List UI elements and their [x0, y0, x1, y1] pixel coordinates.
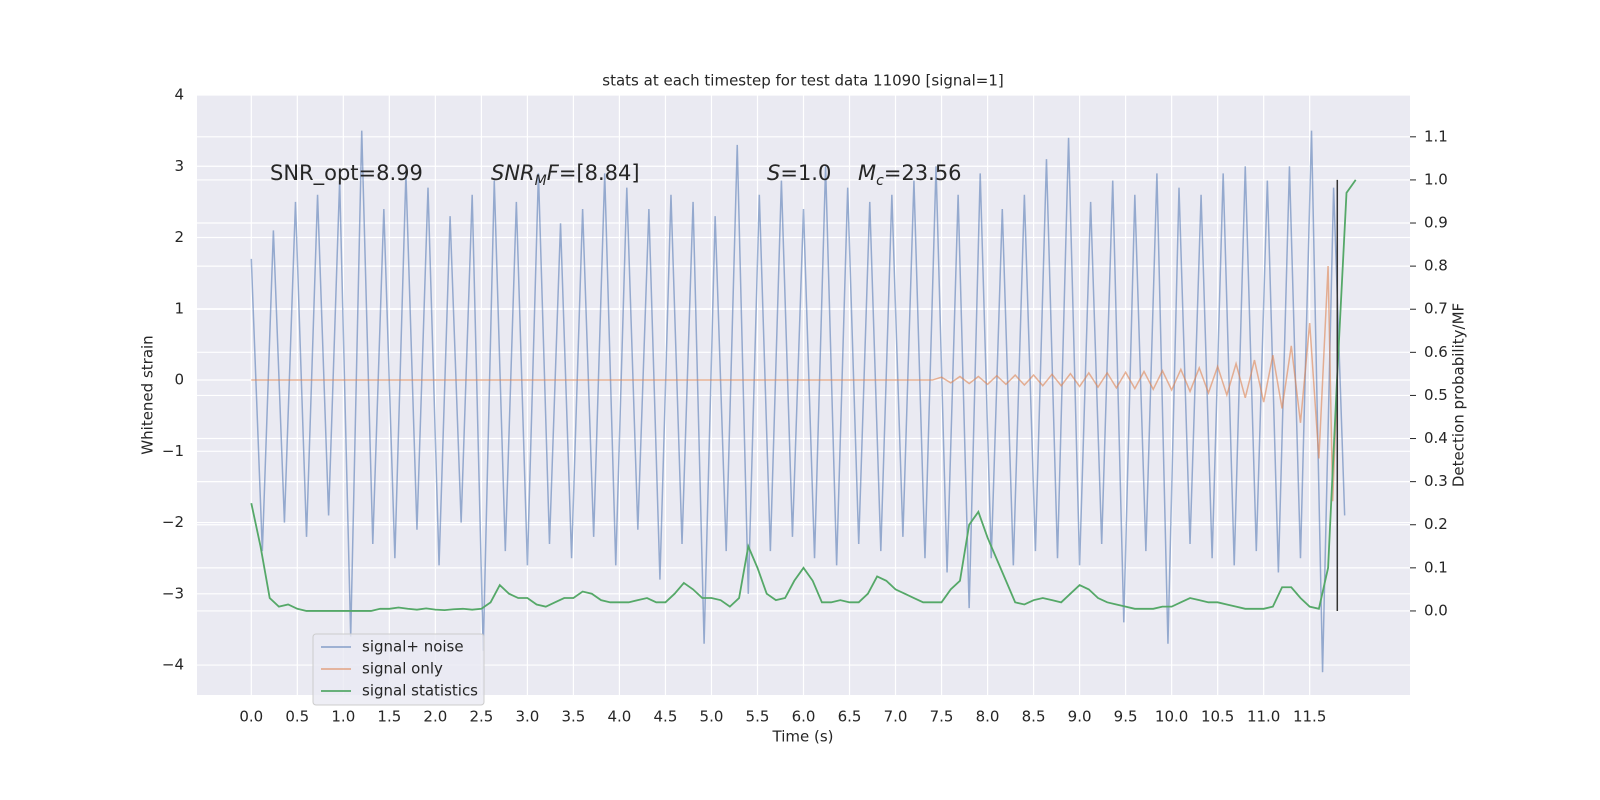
x-tick-label: 10.5: [1201, 708, 1234, 726]
annotation: Mc=23.56: [858, 161, 962, 189]
annotation-part: M: [535, 173, 547, 189]
y2-tick-label: 1.1: [1424, 127, 1448, 145]
y2-tick-label: 1.0: [1424, 170, 1448, 188]
series-line: [250, 179, 1357, 612]
x-tick-label: 8.0: [976, 708, 1000, 726]
annotation-part: =23.56: [884, 161, 962, 185]
y-tick-label: 1: [174, 299, 184, 317]
annotation-part: =[8.84]: [559, 161, 640, 185]
y2-tick-label: 0.4: [1424, 429, 1448, 447]
x-tick-label: 3.0: [515, 708, 539, 726]
y2-tick-label: 0.8: [1424, 257, 1448, 275]
x-tick-label: 3.5: [561, 708, 585, 726]
x-tick-label: 5.5: [746, 708, 770, 726]
annotation-part: SNR_opt=8.99: [270, 161, 423, 186]
y2-tick-label: 0.1: [1424, 558, 1448, 576]
x-tick-label: 9.5: [1114, 708, 1138, 726]
x-tick-label: 9.0: [1068, 708, 1092, 726]
y-tick-label: 4: [174, 86, 184, 104]
y-tick-label: −2: [162, 513, 184, 531]
annotation-part: F: [547, 161, 560, 185]
legend-label: signal statistics: [362, 682, 478, 700]
y-tick-label: −4: [162, 656, 184, 674]
x-tick-label: 8.5: [1022, 708, 1046, 726]
x-tick-label: 0.5: [285, 708, 309, 726]
y2-tick-label: 0.7: [1424, 300, 1448, 318]
legend-box: [312, 633, 485, 706]
x-axis-label: Time (s): [772, 728, 834, 746]
y2-tick-label: 0.6: [1424, 343, 1448, 361]
x-tick-label: 7.0: [884, 708, 908, 726]
x-tick-label: 6.0: [792, 708, 816, 726]
annotation-part: SNR: [491, 161, 535, 185]
y2-tick-label: 0.9: [1424, 214, 1448, 232]
annotation: SNRMF=[8.84]: [491, 161, 640, 189]
x-tick-label: 7.5: [930, 708, 954, 726]
x-tick-label: 10.0: [1155, 708, 1188, 726]
x-tick-label: 11.0: [1247, 708, 1280, 726]
annotation-part: c: [876, 173, 884, 189]
series-line: [251, 265, 1339, 502]
y2-tick-label: 0.5: [1424, 386, 1448, 404]
y-tick-label: 3: [174, 157, 184, 175]
y-tick-label: 0: [174, 371, 184, 389]
y-axis-label: Whitened strain: [139, 335, 157, 454]
legend-label: signal+ noise: [362, 638, 464, 656]
x-tick-label: 2.0: [423, 708, 447, 726]
y2-tick-label: 0.3: [1424, 472, 1448, 490]
x-tick-label: 2.5: [469, 708, 493, 726]
y-tick-label: 2: [174, 228, 184, 246]
y-tick-label: −1: [162, 442, 184, 460]
y2-tick-label: 0.2: [1424, 515, 1448, 533]
x-tick-label: 0.0: [239, 708, 263, 726]
x-tick-label: 11.5: [1293, 708, 1326, 726]
y-tick-label: −3: [162, 584, 184, 602]
annotation-part: S: [767, 161, 780, 185]
annotation: SNR_opt=8.99: [270, 161, 423, 186]
legend-label: signal only: [362, 660, 443, 678]
x-tick-label: 4.5: [654, 708, 678, 726]
x-tick-label: 5.0: [700, 708, 724, 726]
chart-title: stats at each timestep for test data 110…: [602, 72, 1003, 90]
y2-tick-label: 0.0: [1424, 601, 1448, 619]
annotation: S=1.0: [767, 161, 831, 185]
annotation-part: M: [858, 161, 876, 185]
annotation-part: =1.0: [780, 161, 831, 185]
x-tick-label: 1.0: [331, 708, 355, 726]
x-tick-label: 1.5: [377, 708, 401, 726]
x-tick-label: 4.0: [608, 708, 632, 726]
y2-axis-label: Detection probability/MF: [1450, 303, 1468, 487]
x-tick-label: 6.5: [838, 708, 862, 726]
series-line: [250, 130, 1346, 673]
